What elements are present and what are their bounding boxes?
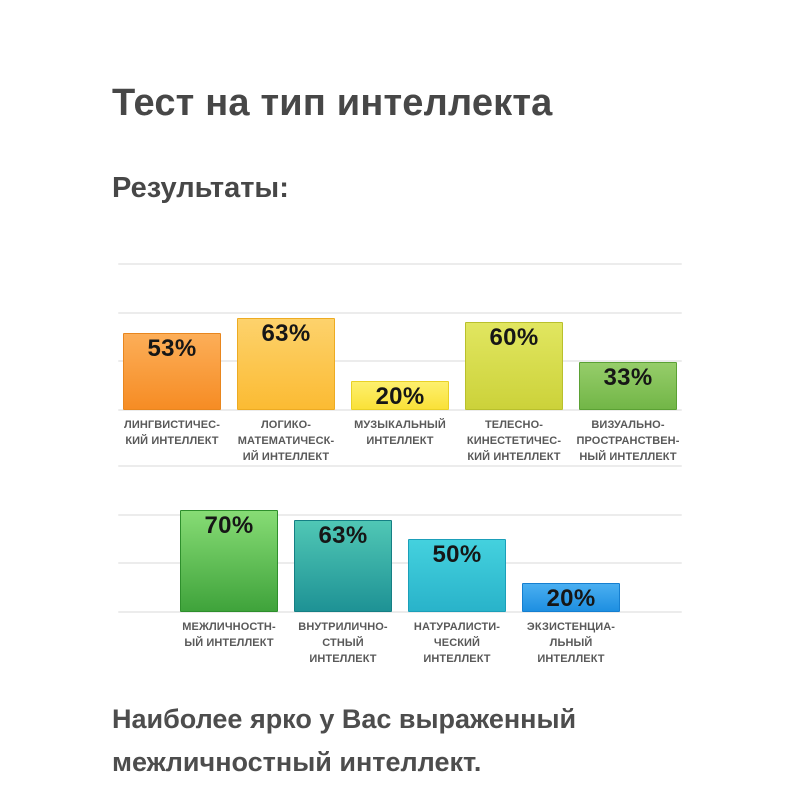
bar-category-label: НАТУРАЛИСТИ- ЧЕСКИЙ ИНТЕЛЛЕКТ <box>413 621 501 665</box>
bar-value-label: 20% <box>546 585 596 612</box>
bar: 20% <box>522 583 620 612</box>
conclusion-line-2: межличностный интеллект. <box>112 747 482 777</box>
results-subtitle: Результаты: <box>112 172 289 204</box>
gridline <box>118 513 682 516</box>
bar: 53% <box>123 333 221 410</box>
gridline <box>118 611 682 613</box>
bar: 33% <box>579 362 677 410</box>
conclusion-text: Наиболее ярко у Вас выраженный межличнос… <box>112 698 576 784</box>
gridline <box>118 562 682 565</box>
bar-value-label: 20% <box>375 383 425 410</box>
bar-category-label: ВНУТРИЛИЧНО- СТНЫЙ ИНТЕЛЛЕКТ <box>298 621 388 665</box>
gridline <box>118 409 682 411</box>
bar-category-label: ВИЗУАЛЬНО- ПРОСТРАНСТВЕН- НЫЙ ИНТЕЛЛЕКТ <box>576 419 680 463</box>
bar: 63% <box>294 520 392 612</box>
gridline <box>118 263 682 265</box>
bar-category-label: ТЕЛЕСНО- КИНЕСТЕТИЧЕС- КИЙ ИНТЕЛЛЕКТ <box>466 419 562 463</box>
bar-value-label: 63% <box>318 522 368 549</box>
bar-value-label: 50% <box>432 541 482 568</box>
bar-value-label: 63% <box>261 320 311 347</box>
bar-category-label: ЛОГИКО- МАТЕМАТИЧЕСК- ИЙ ИНТЕЛЛЕКТ <box>237 419 335 463</box>
bar-category-label: ЛИНГВИСТИЧЕС- КИЙ ИНТЕЛЛЕКТ <box>124 419 220 447</box>
gridline <box>118 360 682 363</box>
bar-value-label: 33% <box>603 364 653 391</box>
conclusion-line-1: Наиболее ярко у Вас выраженный <box>112 704 577 734</box>
bar: 60% <box>465 322 563 410</box>
bar: 70% <box>180 510 278 612</box>
bar-value-label: 53% <box>147 335 197 362</box>
bar-value-label: 60% <box>489 324 539 351</box>
bar-category-label: ЭКЗИСТЕНЦИА- ЛЬНЫЙ ИНТЕЛЛЕКТ <box>526 621 616 665</box>
bar-category-label: МЕЖЛИЧНОСТН- ЫЙ ИНТЕЛЛЕКТ <box>182 621 276 649</box>
bar: 50% <box>408 539 506 612</box>
page-title: Тест на тип интеллекта <box>112 82 553 124</box>
bar-value-label: 70% <box>204 512 254 539</box>
bar: 63% <box>237 318 335 410</box>
bar: 20% <box>351 381 449 410</box>
bar-category-label: МУЗЫКАЛЬНЫЙ ИНТЕЛЛЕКТ <box>354 419 446 447</box>
gridline <box>118 311 682 314</box>
gridline <box>118 465 682 467</box>
